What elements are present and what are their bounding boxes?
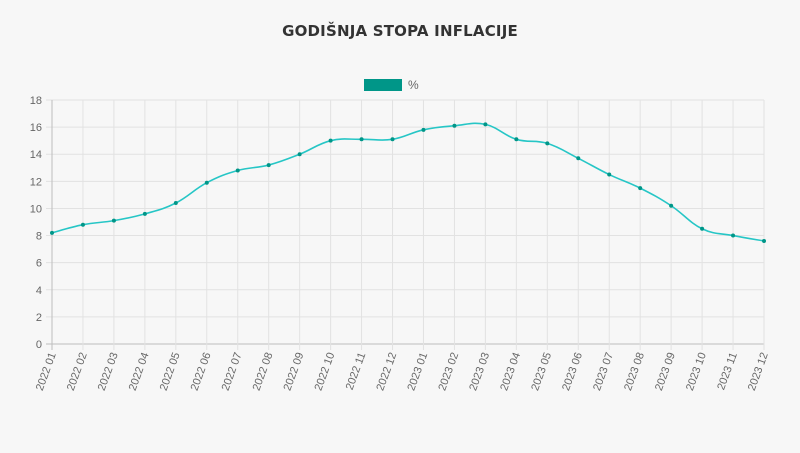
x-tick-label: 2023 06 xyxy=(560,351,585,392)
x-tick-label: 2022 04 xyxy=(127,351,152,392)
x-tick-label: 2023 02 xyxy=(436,351,461,392)
x-axis: 2022 01 2022 02 2022 03 2022 04 2022 05 2022 … xyxy=(34,351,771,392)
y-tick-label: 4 xyxy=(36,285,42,297)
x-tick-label: 2023 09 xyxy=(653,351,678,392)
x-tick-label: 2023 07 xyxy=(591,351,616,392)
y-tick-label: 8 xyxy=(36,231,42,243)
x-tick-label: 2022 12 xyxy=(374,351,399,392)
data-point[interactable] xyxy=(173,201,178,206)
series-line xyxy=(51,122,765,242)
x-tick-label: 2022 10 xyxy=(313,351,338,392)
data-point[interactable] xyxy=(483,122,488,127)
x-tick-label: 2022 06 xyxy=(189,351,214,392)
data-point[interactable] xyxy=(235,168,240,173)
legend-swatch xyxy=(364,79,402,91)
x-tick-label: 2023 04 xyxy=(498,351,523,392)
data-point[interactable] xyxy=(142,211,147,216)
x-tick-label: 2023 10 xyxy=(684,351,709,392)
data-point[interactable] xyxy=(421,127,426,132)
y-tick-label: 16 xyxy=(30,122,42,134)
data-point[interactable] xyxy=(638,186,643,191)
data-point[interactable] xyxy=(359,137,364,142)
data-point[interactable] xyxy=(731,233,736,238)
data-point[interactable] xyxy=(266,163,271,168)
data-point[interactable] xyxy=(700,226,705,231)
x-tick-label: 2023 05 xyxy=(529,351,554,392)
series-layer xyxy=(50,122,766,243)
data-point[interactable] xyxy=(390,137,395,142)
data-point[interactable] xyxy=(204,180,209,185)
data-point[interactable] xyxy=(762,238,766,243)
x-tick-label: 2022 07 xyxy=(220,351,245,392)
grid xyxy=(46,99,765,350)
chart-legend[interactable]: % xyxy=(364,78,419,92)
x-tick-label: 2023 08 xyxy=(622,351,647,392)
legend-label: % xyxy=(408,78,419,92)
y-tick-label: 12 xyxy=(30,176,42,188)
x-tick-label: 2022 09 xyxy=(282,351,307,392)
chart-title: GODIŠNJA STOPA INFLACIJE xyxy=(282,22,518,40)
data-point[interactable] xyxy=(111,218,116,223)
x-tick-label: 2023 01 xyxy=(405,351,430,392)
data-point[interactable] xyxy=(669,203,674,208)
y-axis: 0 2 4 6 8 10 12 14 16 18 xyxy=(30,95,42,351)
data-point[interactable] xyxy=(576,156,581,161)
y-tick-label: 2 xyxy=(36,312,42,324)
x-tick-label: 2022 05 xyxy=(158,351,183,392)
y-tick-label: 6 xyxy=(36,258,42,270)
x-tick-label: 2023 03 xyxy=(467,351,492,392)
data-point[interactable] xyxy=(545,141,550,146)
x-tick-label: 2023 12 xyxy=(746,351,771,392)
x-tick-label: 2023 11 xyxy=(715,351,740,392)
x-tick-label: 2022 03 xyxy=(96,351,121,392)
data-point[interactable] xyxy=(328,138,333,143)
x-tick-label: 2022 11 xyxy=(344,351,369,392)
y-tick-label: 0 xyxy=(36,339,42,351)
x-tick-label: 2022 02 xyxy=(65,351,90,392)
data-point[interactable] xyxy=(452,123,457,128)
x-tick-label: 2022 01 xyxy=(34,351,59,392)
y-tick-label: 18 xyxy=(30,95,42,107)
y-tick-label: 14 xyxy=(30,149,42,161)
data-point[interactable] xyxy=(607,172,612,177)
data-point[interactable] xyxy=(297,152,302,157)
x-tick-label: 2022 08 xyxy=(251,351,276,392)
data-point[interactable] xyxy=(50,230,54,235)
y-tick-label: 10 xyxy=(30,203,42,215)
data-point[interactable] xyxy=(80,222,85,227)
data-point[interactable] xyxy=(514,137,519,142)
